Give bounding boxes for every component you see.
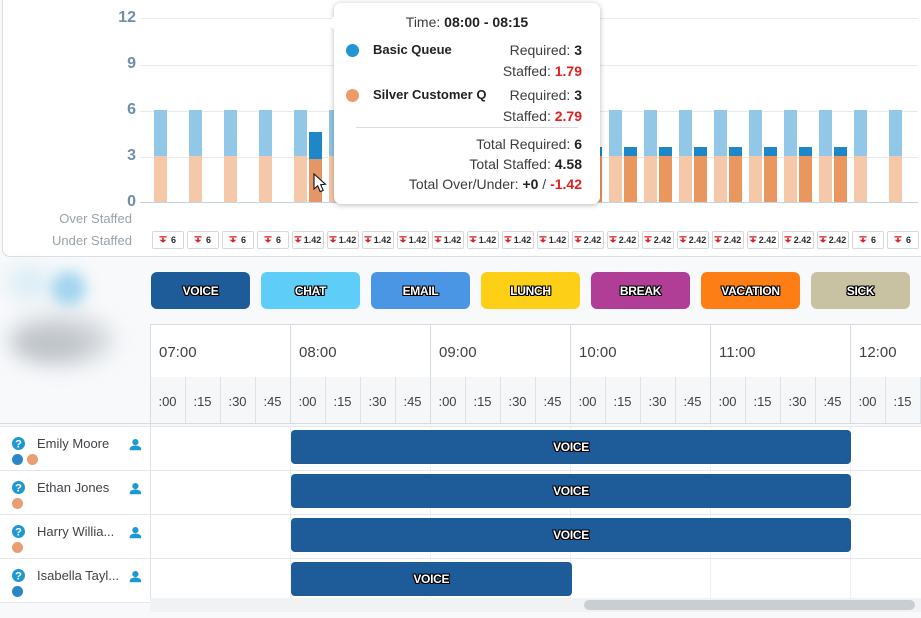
svg-text:?: ? [15, 483, 22, 494]
svg-text:?: ? [15, 439, 22, 450]
svg-text:?: ? [15, 527, 22, 538]
svg-text:?: ? [15, 571, 22, 582]
